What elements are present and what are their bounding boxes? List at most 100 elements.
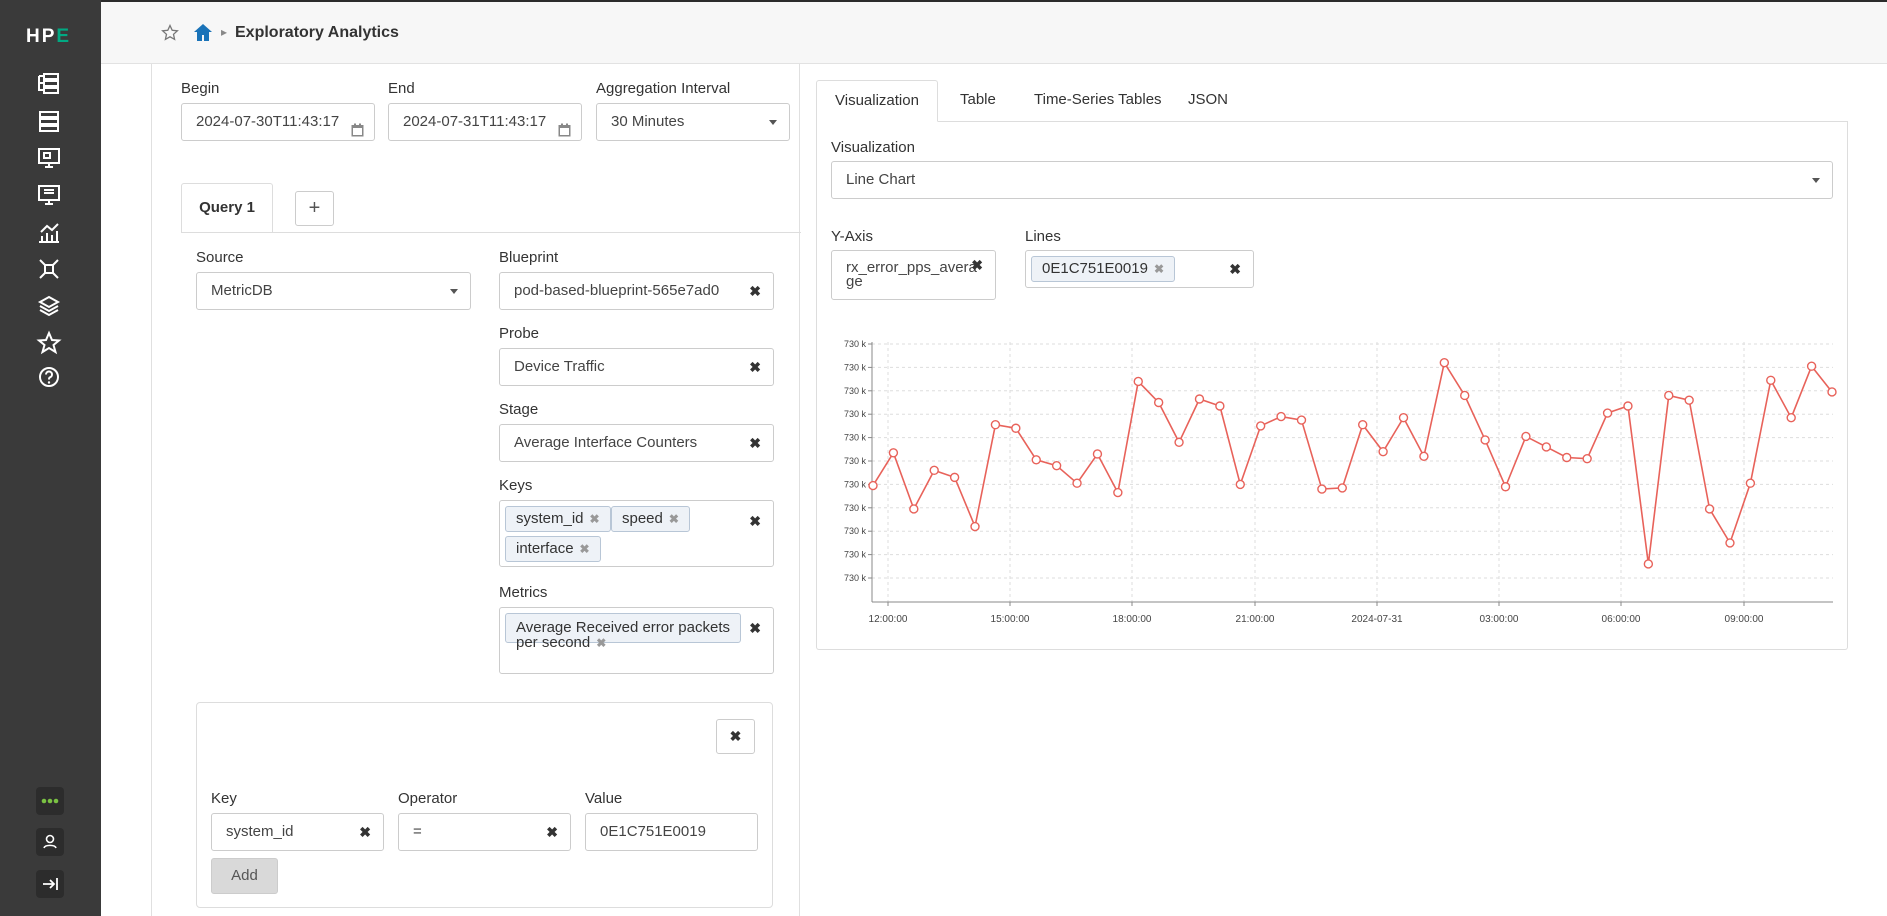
more-icon[interactable] (36, 787, 64, 815)
devices-icon[interactable] (36, 108, 62, 134)
begin-label: Begin (181, 80, 220, 97)
design-icon[interactable] (36, 145, 62, 171)
header: ▸ Exploratory Analytics (101, 2, 1887, 64)
clear-stage-icon[interactable]: ✖ (749, 435, 761, 451)
home-icon[interactable] (193, 23, 213, 42)
visualization-panel: Visualization Line Chart Y-Axis rx_error… (816, 121, 1848, 650)
favorites-icon[interactable] (36, 330, 62, 356)
data-point (868, 480, 878, 491)
tab-table[interactable]: Table (960, 91, 996, 108)
interval-select[interactable]: 30 Minutes (596, 103, 790, 141)
close-icon: ✖ (729, 728, 742, 744)
tab-visualization[interactable]: Visualization (816, 80, 938, 122)
key-tag[interactable]: speed ✖ (611, 506, 690, 532)
y-axis-select[interactable]: rx_error_pps_avera ge ✖ (831, 250, 996, 300)
filter-key-select[interactable]: system_id ✖ (211, 813, 384, 851)
clear-lines-icon[interactable]: ✖ (1229, 261, 1241, 277)
data-point (970, 521, 980, 532)
data-point (1623, 401, 1633, 411)
remove-tag-icon[interactable]: ✖ (668, 512, 679, 526)
end-input[interactable]: 2024-07-31T11:43:17 (388, 103, 582, 141)
begin-input[interactable]: 2024-07-30T11:43:17 (181, 103, 375, 141)
y-tick-label: 730 k (844, 386, 867, 396)
interval-value: 30 Minutes (611, 113, 685, 130)
end-value: 2024-07-31T11:43:17 (403, 113, 547, 130)
remove-tag-icon[interactable]: ✖ (1153, 262, 1164, 276)
y-axis-value: rx_error_pps_avera (846, 259, 977, 276)
remove-tag-icon[interactable]: ✖ (596, 636, 607, 650)
data-point (1194, 394, 1205, 404)
data-point (1439, 358, 1450, 368)
tab-time-series-tables[interactable]: Time-Series Tables (1034, 91, 1162, 108)
key-tag[interactable]: interface ✖ (505, 536, 601, 562)
tab-query-1[interactable]: Query 1 (181, 183, 273, 233)
remove-tag-icon[interactable]: ✖ (589, 512, 600, 526)
remove-filter-button[interactable]: ✖ (716, 719, 755, 754)
clear-y-axis-icon[interactable]: ✖ (971, 257, 983, 273)
data-point (1072, 478, 1082, 488)
help-icon[interactable] (36, 364, 62, 390)
metric-tag[interactable]: Average Received error packets per secon… (505, 613, 741, 650)
keys-multiselect[interactable]: system_id ✖ speed ✖ interface ✖ ✖ (499, 500, 774, 567)
data-point (1500, 482, 1511, 492)
data-point (1255, 421, 1266, 431)
external-systems-icon[interactable] (36, 293, 62, 319)
clear-blueprint-icon[interactable]: ✖ (749, 283, 761, 299)
clear-metrics-icon[interactable]: ✖ (749, 620, 761, 636)
tab-json[interactable]: JSON (1188, 91, 1229, 108)
page-title: Exploratory Analytics (235, 24, 399, 41)
user-icon[interactable] (36, 828, 64, 856)
add-filter-button[interactable]: Add (211, 858, 278, 894)
data-point (1398, 413, 1409, 423)
y-tick-label: 730 k (844, 503, 867, 513)
clear-keys-icon[interactable]: ✖ (749, 513, 761, 529)
filter-value-input[interactable]: 0E1C751E0019 (585, 813, 758, 851)
data-point (1786, 413, 1796, 423)
chevron-down-icon (769, 120, 777, 125)
probe-value: Device Traffic (514, 358, 605, 375)
x-tick-label: 21:00:00 (1236, 614, 1275, 625)
visualization-label: Visualization (831, 139, 915, 156)
clear-probe-icon[interactable]: ✖ (749, 359, 761, 375)
key-tag[interactable]: system_id ✖ (505, 506, 611, 532)
probe-select[interactable]: Device Traffic ✖ (499, 348, 774, 386)
filter-operator-select[interactable]: = ✖ (398, 813, 571, 851)
lines-label: Lines (1025, 228, 1061, 245)
data-point (1521, 431, 1531, 442)
remove-tag-icon[interactable]: ✖ (579, 542, 590, 556)
x-tick-label: 15:00:00 (991, 614, 1030, 625)
analytics-icon[interactable] (36, 219, 62, 245)
data-point (949, 472, 960, 483)
visualization-select[interactable]: Line Chart (831, 161, 1833, 199)
logout-icon[interactable] (36, 870, 64, 898)
tabs-divider (816, 121, 1848, 122)
filter-operator-label: Operator (398, 790, 458, 807)
blueprint-select[interactable]: pod-based-blueprint-565e7ad0 ✖ (499, 272, 774, 310)
key-tag-label: system_id (516, 510, 584, 527)
x-tick-label: 03:00:00 (1480, 614, 1519, 625)
hpe-logo[interactable]: HPE (26, 26, 72, 47)
sidebar: HPE (0, 0, 101, 916)
calendar-icon[interactable] (558, 115, 571, 137)
metrics-multiselect[interactable]: Average Received error packets per secon… (499, 607, 774, 674)
source-label: Source (196, 249, 244, 266)
blueprints-icon[interactable] (36, 70, 62, 96)
data-point (1378, 446, 1388, 457)
data-point (1704, 504, 1715, 514)
calendar-icon[interactable] (351, 115, 364, 137)
resources-icon[interactable] (36, 182, 62, 208)
lines-multiselect[interactable]: 0E1C751E0019 ✖ ✖ (1025, 250, 1254, 288)
clear-operator-icon[interactable]: ✖ (546, 824, 558, 840)
line-tag[interactable]: 0E1C751E0019 ✖ (1031, 256, 1175, 282)
favorite-star-icon[interactable] (161, 23, 179, 42)
stage-select[interactable]: Average Interface Counters ✖ (499, 424, 774, 462)
platform-icon[interactable] (36, 256, 62, 282)
clear-key-icon[interactable]: ✖ (359, 824, 371, 840)
source-select[interactable]: MetricDB (196, 272, 471, 310)
metrics-label: Metrics (499, 584, 548, 601)
y-tick-label: 730 k (844, 339, 867, 349)
y-axis-label: Y-Axis (831, 228, 873, 245)
add-query-button[interactable]: + (295, 191, 334, 226)
data-point (1113, 487, 1123, 498)
filter-value-label: Value (585, 790, 623, 807)
